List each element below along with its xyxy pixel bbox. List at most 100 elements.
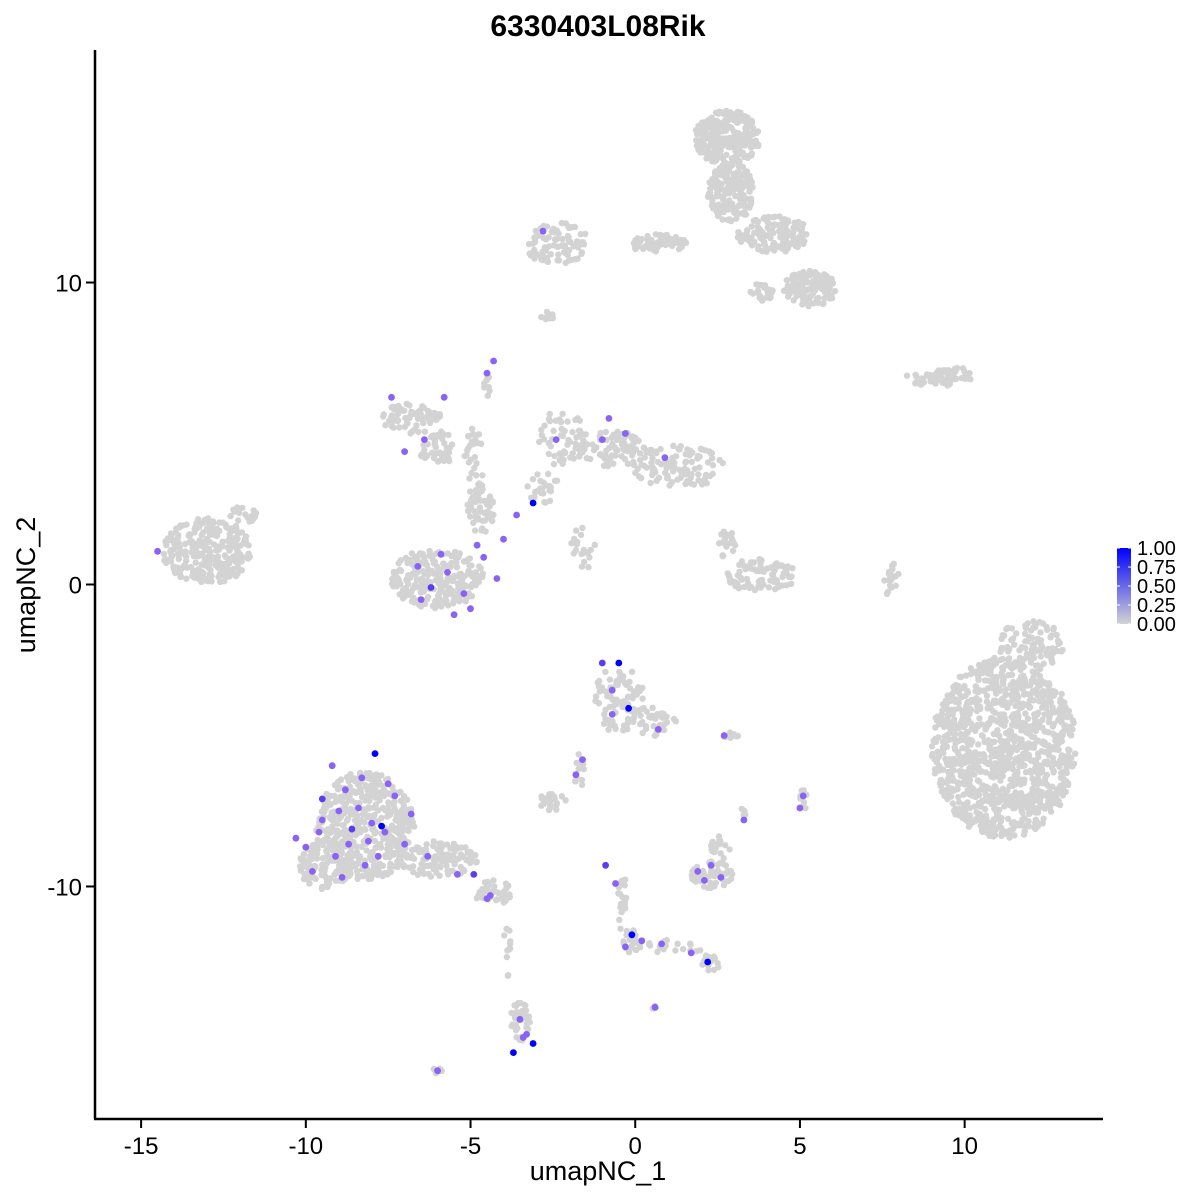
cell-point <box>582 230 589 238</box>
cell-point <box>979 819 987 826</box>
cell-point <box>413 583 420 591</box>
expressing-cell-point <box>513 511 520 519</box>
cell-point <box>578 550 585 557</box>
cell-point <box>710 869 717 876</box>
cell-point <box>1047 808 1055 815</box>
cell-point <box>994 812 1001 819</box>
cell-point <box>716 165 723 172</box>
cell-point <box>397 567 405 574</box>
cell-point <box>903 372 911 379</box>
cell-point <box>975 741 982 748</box>
cell-point <box>1049 704 1056 711</box>
cell-point <box>1064 781 1072 788</box>
cell-point <box>224 560 231 567</box>
cell-point <box>758 557 765 564</box>
cell-point <box>326 875 334 882</box>
cell-point <box>994 699 1001 706</box>
cell-point <box>162 538 169 545</box>
cell-point <box>647 479 654 487</box>
cell-point <box>1050 720 1058 728</box>
cell-point <box>695 477 702 484</box>
cell-point <box>892 582 899 589</box>
cell-point <box>1011 641 1018 648</box>
cell-point <box>895 570 902 578</box>
cell-point <box>390 787 397 794</box>
cell-point <box>582 431 589 438</box>
cell-point <box>709 838 716 845</box>
cell-point <box>484 511 491 518</box>
cell-point <box>693 137 700 144</box>
cell-point <box>575 751 582 758</box>
cell-point <box>410 868 417 876</box>
cell-point <box>1006 782 1013 790</box>
cell-point <box>401 407 408 414</box>
cell-point <box>742 141 749 149</box>
cell-point <box>703 132 710 140</box>
cell-point <box>741 195 748 202</box>
expressing-cell-point <box>335 807 343 815</box>
cell-point <box>804 279 811 286</box>
expressing-cell-point <box>371 750 379 757</box>
cell-point <box>413 422 420 429</box>
cell-point <box>331 792 338 799</box>
cell-point <box>176 544 183 552</box>
cell-point <box>1051 732 1058 739</box>
cell-point <box>242 511 249 518</box>
cell-point <box>564 418 571 425</box>
cell-point <box>182 540 189 548</box>
cell-point <box>213 525 221 532</box>
cell-point <box>714 212 722 219</box>
cell-point <box>579 524 586 532</box>
cell-point <box>831 287 839 295</box>
cell-point <box>537 489 545 497</box>
cell-point <box>939 707 946 714</box>
cell-point <box>416 866 424 873</box>
cell-point <box>1021 762 1028 769</box>
cell-point <box>183 575 190 582</box>
cell-point <box>728 141 735 149</box>
cell-point <box>1027 655 1035 663</box>
cell-point <box>883 590 891 597</box>
cell-point <box>390 802 397 809</box>
cell-point <box>461 582 468 589</box>
expressing-cell-point <box>500 535 507 543</box>
cell-point <box>1018 798 1025 806</box>
expressing-cell-point <box>368 819 376 827</box>
cell-point <box>610 460 617 467</box>
cell-point <box>790 237 797 245</box>
cell-point <box>559 410 566 417</box>
cell-point <box>348 806 355 813</box>
cell-point <box>1042 703 1050 710</box>
expressing-cell-point <box>552 436 560 443</box>
cell-point <box>726 197 733 204</box>
cell-point <box>761 242 769 249</box>
cell-point <box>641 454 648 461</box>
cell-point <box>183 521 190 528</box>
cell-point <box>629 449 637 457</box>
cell-point <box>937 374 944 381</box>
cell-point <box>234 570 241 578</box>
cell-point <box>946 730 953 737</box>
cell-point <box>983 784 991 791</box>
cell-point <box>725 167 733 174</box>
cell-point <box>706 143 713 150</box>
cell-point <box>735 203 742 210</box>
cell-point <box>1059 715 1066 722</box>
cell-point <box>341 801 348 808</box>
cell-point <box>589 441 596 448</box>
cell-point <box>1027 627 1035 634</box>
cell-point <box>334 827 341 834</box>
cell-point <box>747 195 755 202</box>
cell-point <box>323 849 330 856</box>
cell-point <box>408 428 416 435</box>
cell-point <box>576 452 583 459</box>
cell-point <box>365 804 372 811</box>
cell-point <box>765 584 773 591</box>
cell-point <box>725 117 732 124</box>
cell-point <box>536 438 543 446</box>
colorbar-tick-label: 0.50 <box>1137 576 1176 598</box>
cell-point <box>324 796 331 803</box>
cell-point <box>1049 659 1056 666</box>
cell-point <box>572 256 579 263</box>
cell-point <box>462 844 469 851</box>
